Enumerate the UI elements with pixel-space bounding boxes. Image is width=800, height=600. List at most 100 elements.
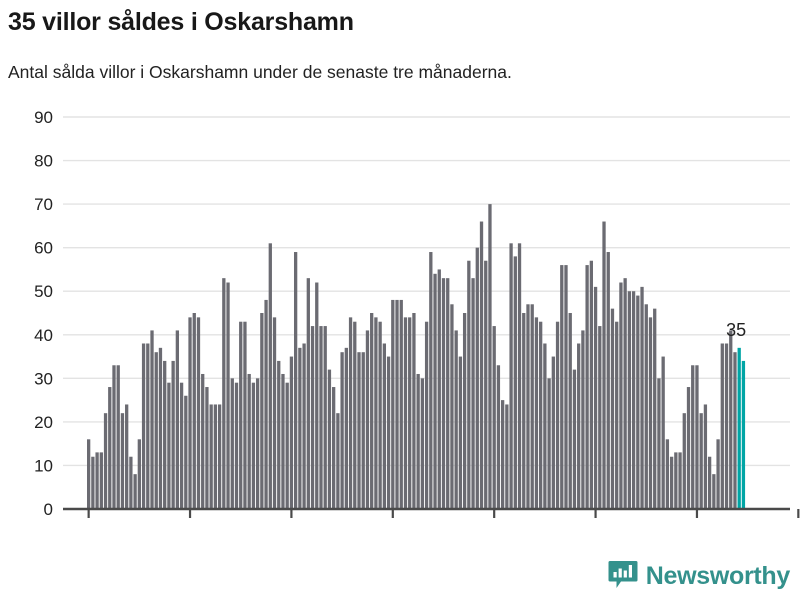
bar bbox=[589, 260, 593, 509]
bar bbox=[720, 343, 724, 509]
y-tick-label: 30 bbox=[34, 369, 53, 388]
chart-subtitle: Antal sålda villor i Oskarshamn under de… bbox=[8, 62, 512, 82]
bar bbox=[332, 387, 336, 509]
bar bbox=[454, 330, 458, 509]
bar bbox=[429, 252, 433, 509]
bar-highlighted bbox=[737, 347, 741, 509]
bar bbox=[534, 317, 539, 509]
bar bbox=[500, 400, 505, 509]
bar bbox=[344, 347, 348, 509]
bar bbox=[112, 365, 116, 509]
bar bbox=[158, 347, 163, 509]
bar bbox=[196, 317, 201, 509]
bar bbox=[547, 378, 551, 509]
bar bbox=[433, 273, 437, 509]
bar bbox=[412, 313, 416, 509]
bar bbox=[703, 404, 708, 509]
bar bbox=[674, 452, 678, 509]
bar bbox=[234, 382, 239, 509]
bar bbox=[733, 352, 737, 509]
bar bbox=[264, 299, 268, 509]
bar bbox=[99, 452, 103, 509]
bar bbox=[167, 382, 171, 509]
bar bbox=[526, 304, 530, 509]
bar bbox=[205, 387, 209, 509]
bar bbox=[188, 317, 192, 509]
bar bbox=[471, 278, 475, 509]
bar bbox=[441, 278, 446, 509]
bar bbox=[462, 313, 467, 509]
bar bbox=[370, 313, 374, 509]
bar bbox=[251, 382, 256, 509]
x-axis-ticks bbox=[87, 509, 800, 518]
page-title: 35 villor såldes i Oskarshamn bbox=[8, 8, 354, 36]
bar bbox=[716, 439, 720, 509]
bar bbox=[125, 404, 129, 509]
bar bbox=[315, 282, 319, 509]
bar bbox=[437, 269, 441, 509]
bar bbox=[395, 299, 399, 509]
bar bbox=[230, 378, 234, 509]
bar bbox=[255, 378, 260, 509]
bar bbox=[699, 413, 703, 509]
bar bbox=[336, 413, 340, 509]
bar bbox=[408, 317, 412, 509]
bar bbox=[146, 343, 150, 509]
y-tick-label: 40 bbox=[34, 326, 53, 345]
bar bbox=[484, 260, 488, 509]
bar bbox=[247, 373, 251, 509]
bar bbox=[217, 404, 222, 509]
bar bbox=[467, 260, 471, 509]
bar bbox=[492, 326, 496, 509]
bar bbox=[306, 278, 310, 509]
bar bbox=[416, 373, 420, 509]
bar bbox=[310, 326, 315, 509]
bar bbox=[581, 330, 585, 509]
bar bbox=[361, 352, 365, 509]
bar bbox=[678, 452, 682, 509]
bar bbox=[686, 387, 691, 509]
bar bbox=[298, 347, 302, 509]
bar bbox=[272, 317, 277, 509]
bar bbox=[446, 278, 450, 509]
y-axis-labels: 0 10 20 30 40 50 60 70 80 90 bbox=[34, 108, 53, 519]
bar bbox=[391, 299, 395, 509]
bar bbox=[103, 413, 108, 509]
bar bbox=[564, 265, 568, 509]
bar bbox=[327, 369, 332, 509]
bar bbox=[192, 313, 196, 509]
bar bbox=[226, 282, 230, 509]
bar bbox=[631, 291, 636, 509]
bar-highlighted bbox=[741, 360, 746, 509]
bar-series bbox=[87, 204, 746, 510]
bar bbox=[623, 278, 627, 509]
bar bbox=[669, 456, 674, 509]
bar bbox=[95, 452, 99, 509]
bar bbox=[724, 343, 729, 509]
bar bbox=[222, 278, 226, 509]
bar bbox=[593, 286, 598, 509]
bar bbox=[179, 382, 184, 509]
bar bbox=[522, 313, 526, 509]
y-tick-label: 10 bbox=[34, 456, 53, 475]
bar bbox=[260, 313, 264, 509]
bar bbox=[129, 456, 133, 509]
bar bbox=[450, 304, 454, 509]
bar bbox=[268, 243, 272, 509]
bar bbox=[340, 352, 344, 509]
bar bbox=[598, 326, 602, 509]
bar bbox=[682, 413, 686, 509]
bar bbox=[695, 365, 699, 509]
bar bbox=[496, 365, 501, 509]
bar bbox=[505, 404, 509, 509]
bar bbox=[640, 286, 644, 509]
bar bbox=[420, 378, 425, 509]
value-label: 35 bbox=[726, 320, 746, 340]
bar bbox=[154, 352, 158, 509]
bar bbox=[707, 456, 712, 509]
bar bbox=[184, 395, 188, 509]
bar bbox=[243, 321, 247, 509]
bar bbox=[543, 343, 547, 509]
